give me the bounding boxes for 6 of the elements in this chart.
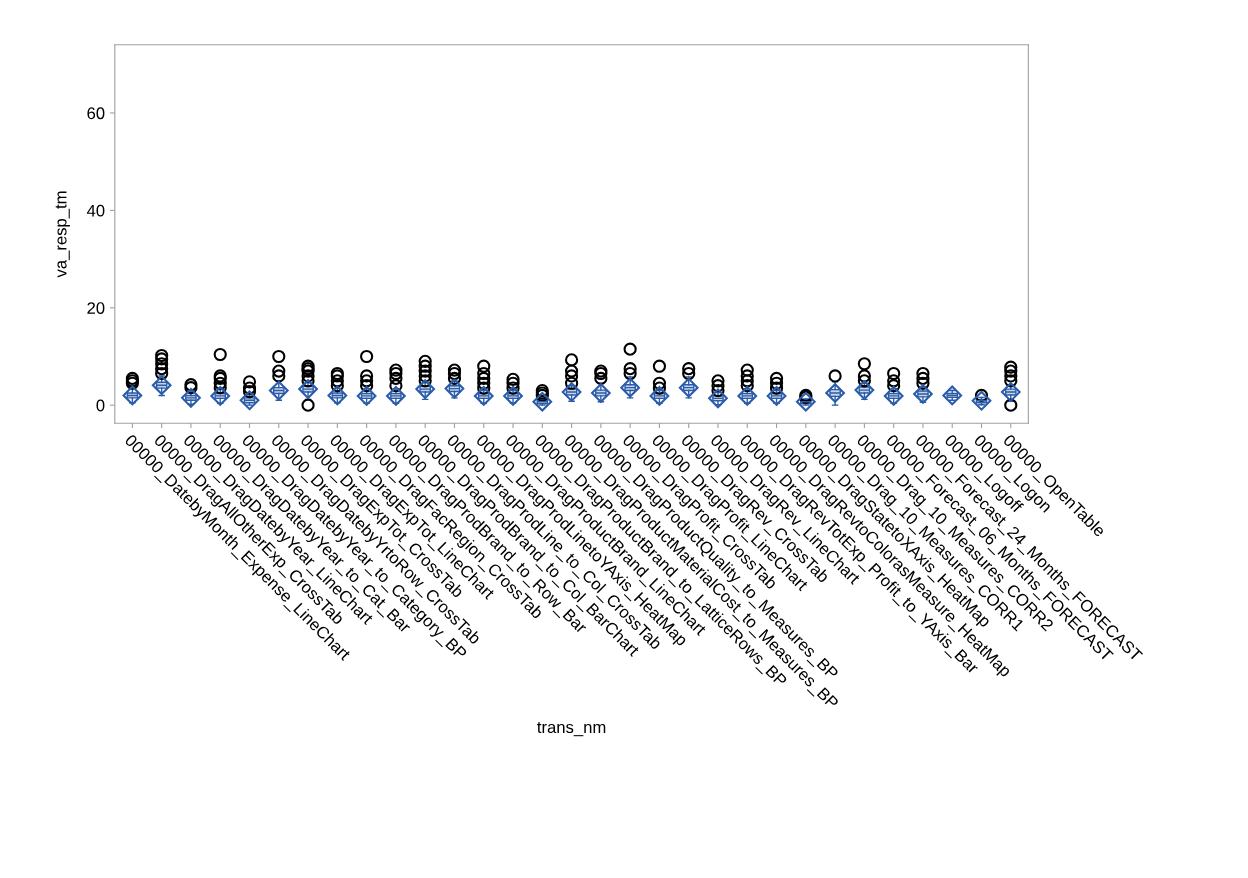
y-tick-label: 40 <box>86 204 105 217</box>
x-axis-title: trans_nm <box>537 722 606 737</box>
y-tick-label: 60 <box>87 107 105 120</box>
y-tick-label: 20 <box>87 302 105 314</box>
y-axis-title: va_resp_tm <box>55 191 70 278</box>
y-tick-label: 0 <box>96 399 105 412</box>
